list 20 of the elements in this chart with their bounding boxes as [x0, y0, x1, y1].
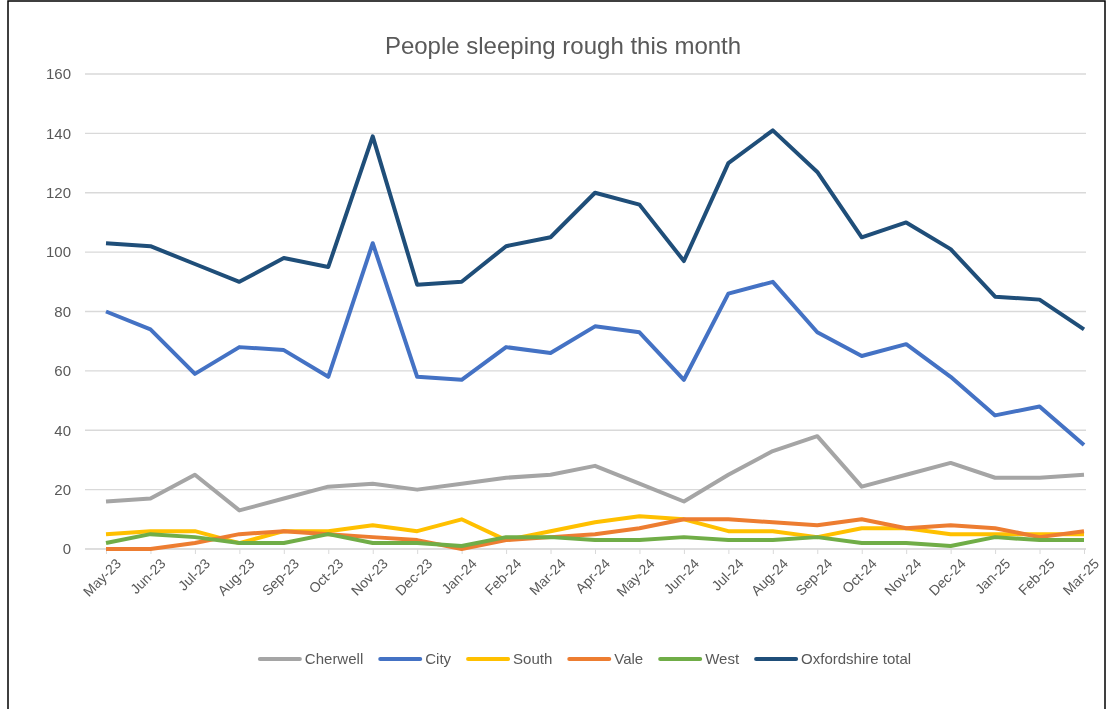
legend-label: Cherwell: [304, 650, 364, 667]
legend-label: Oxfordshire total: [801, 650, 912, 667]
legend-label: West: [705, 650, 740, 667]
y-tick-label: 100: [45, 243, 71, 261]
line-series: [104, 434, 1086, 513]
y-tick-label: 80: [54, 302, 71, 320]
y-tick-label: 60: [54, 362, 71, 380]
y-tick-label: 120: [45, 184, 71, 202]
line-series: [104, 241, 1086, 448]
y-tick-label: 0: [62, 540, 71, 558]
y-tick-label: 20: [54, 480, 71, 498]
legend-label: South: [513, 650, 553, 667]
chart-title: People sleeping rough this month: [384, 32, 742, 59]
y-tick-label: 160: [45, 65, 71, 83]
legend-label: Vale: [614, 650, 644, 667]
line-series: [104, 532, 1086, 549]
legend-label: City: [425, 650, 452, 667]
y-tick-label: 40: [54, 421, 71, 439]
y-tick-label: 140: [45, 124, 71, 142]
line-series: [104, 128, 1086, 332]
